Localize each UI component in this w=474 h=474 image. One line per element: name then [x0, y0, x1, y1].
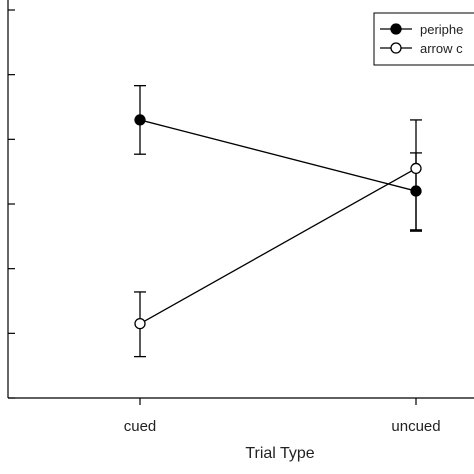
legend: periphe arrow c [373, 12, 474, 66]
series-1 [134, 85, 422, 232]
legend-marker [390, 23, 402, 35]
legend-marker [390, 42, 402, 54]
x-tick-label: cued [124, 418, 157, 435]
legend-box [373, 12, 474, 66]
legend-entries: periphe arrow c [380, 22, 463, 56]
legend-label: periphe [420, 22, 463, 37]
legend-label: arrow c [420, 41, 463, 56]
y-ticks [8, 9, 15, 399]
series-line [139, 167, 417, 325]
data-point [410, 162, 422, 175]
series-line [139, 119, 417, 192]
x-tick-label: uncued [391, 418, 440, 435]
plot-area: cued uncued [7, 0, 474, 435]
x-ticks: cued uncued [124, 398, 441, 435]
x-axis-title: Trial Type [245, 445, 314, 462]
series-layer [134, 85, 422, 358]
series-2 [134, 119, 422, 358]
data-point [134, 114, 146, 126]
data-point [134, 317, 146, 330]
